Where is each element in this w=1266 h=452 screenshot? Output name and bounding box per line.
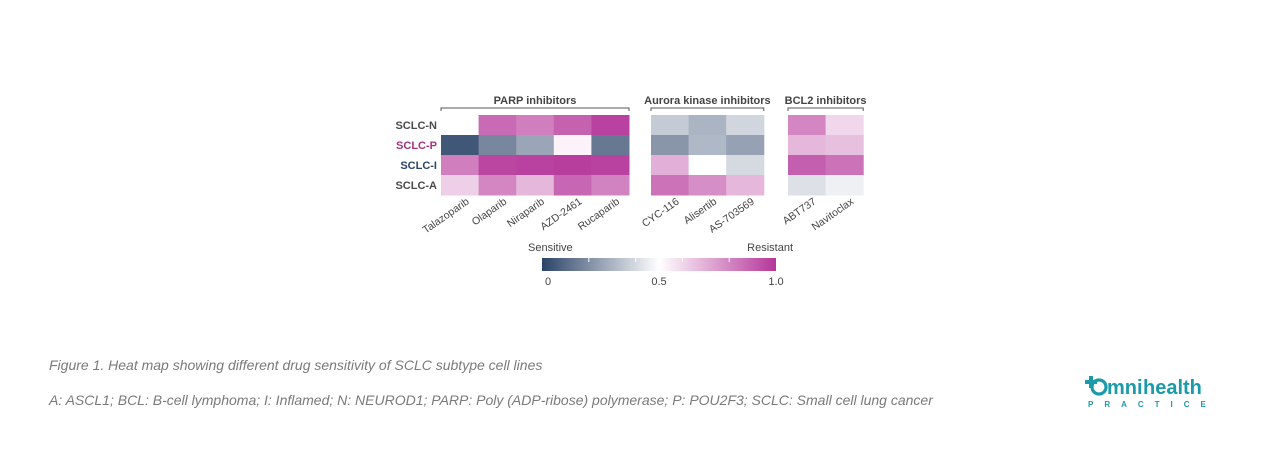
heatmap-cell — [441, 175, 480, 196]
heatmap-cell — [478, 115, 517, 136]
group-title-parp-inhibitors: PARP inhibitors — [494, 95, 577, 107]
row-label-sclc-p: SCLC-P — [396, 140, 437, 152]
logo-o-ring — [1090, 378, 1108, 396]
heatmap-cell — [825, 135, 864, 156]
heatmap-cell — [788, 155, 827, 176]
heatmap-cell — [441, 115, 480, 136]
row-label-sclc-n: SCLC-N — [395, 120, 437, 132]
heatmap-cell — [591, 115, 630, 136]
row-label-sclc-i: SCLC-I — [400, 160, 437, 172]
column-label-talazoparib: Talazoparib — [421, 196, 472, 237]
heatmap-cell — [553, 135, 592, 156]
heatmap-cell — [651, 175, 690, 196]
heatmap-cell — [788, 115, 827, 136]
heatmap-cell — [553, 115, 592, 136]
heatmap-cell — [516, 135, 555, 156]
row-label-sclc-a: SCLC-A — [395, 180, 437, 192]
logo-cross-icon — [1085, 376, 1097, 388]
heatmap-cell — [591, 175, 630, 196]
heatmap-cell — [478, 175, 517, 196]
column-label-olaparib: Olaparib — [470, 196, 510, 229]
omnihealth-logo: mni health PRACTICE — [1085, 376, 1217, 409]
logo-wordmark-mni: mni — [1107, 377, 1143, 399]
heatmap-cell — [825, 155, 864, 176]
colorbar-tick-label: 0.5 — [651, 276, 666, 288]
heatmap-cell — [788, 175, 827, 196]
colorbar-max-label: Resistant — [747, 242, 793, 254]
column-label-cyc-116: CYC-116 — [640, 196, 682, 230]
logo-wordmark-health: health — [1143, 377, 1202, 399]
heatmap-cell — [441, 135, 480, 156]
heatmap-cell — [688, 175, 727, 196]
heatmap-cell — [688, 115, 727, 136]
heatmap-cell — [478, 155, 517, 176]
heatmap-cell — [441, 155, 480, 176]
heatmap-cell — [825, 175, 864, 196]
heatmap-cell — [726, 115, 765, 136]
colorbar-tick-label: 1.0 — [768, 276, 783, 288]
heatmap-chart: SCLC-N SCLC-P SCLC-I SCLC-A PARP inhibitors T… — [395, 95, 867, 288]
heatmap-cell — [516, 155, 555, 176]
column-label-navitoclax: Navitoclax — [810, 195, 857, 233]
group-bracket-aurora-kinase-inhibitors — [650, 107, 765, 111]
heatmap-cell — [516, 115, 555, 136]
heatmap-cell — [726, 155, 765, 176]
heatmap-cell — [726, 135, 765, 156]
abbreviations-caption: A: ASCL1; BCL: B-cell lymphoma; I: Infla… — [49, 392, 933, 408]
heatmap-cell — [688, 155, 727, 176]
group-title-aurora-kinase-inhibitors: Aurora kinase inhibitors — [644, 95, 771, 107]
heatmap-cell — [478, 135, 517, 156]
colorbar-tick-label: 0 — [545, 276, 551, 288]
heatmap-cell — [553, 175, 592, 196]
heatmap-cell — [591, 155, 630, 176]
heatmap-cell — [651, 115, 690, 136]
heatmap-cell — [726, 175, 765, 196]
heatmap-cell — [788, 135, 827, 156]
group-bracket-bcl2-inhibitors — [787, 107, 864, 111]
heatmap-cell — [651, 135, 690, 156]
heatmap-cell — [553, 155, 592, 176]
colorbar — [542, 258, 776, 271]
colorbar-min-label: Sensitive — [528, 242, 573, 254]
heatmap-cell — [516, 175, 555, 196]
heatmap-cell — [591, 135, 630, 156]
heatmap-cell — [825, 115, 864, 136]
column-label-azd-2461: AZD-2461 — [538, 196, 584, 233]
group-bracket-parp-inhibitors — [440, 107, 630, 111]
heatmap-cell — [688, 135, 727, 156]
figure-caption: Figure 1. Heat map showing different dru… — [49, 357, 543, 373]
heatmap-cell — [651, 155, 690, 176]
group-title-bcl2-inhibitors: BCL2 inhibitors — [785, 95, 867, 107]
logo-tagline: PRACTICE — [1088, 400, 1217, 409]
column-label-rucaparib: Rucaparib — [576, 196, 622, 233]
